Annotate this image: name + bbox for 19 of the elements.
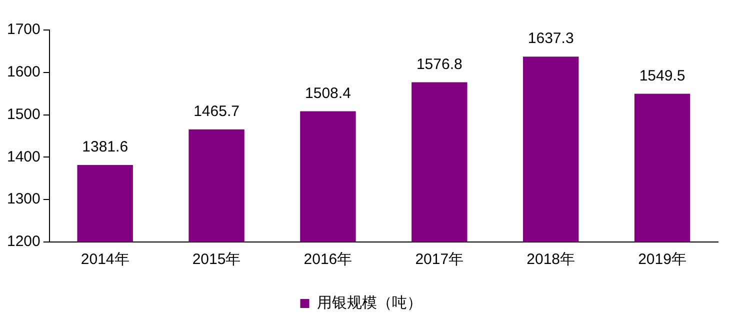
data-label: 1508.4 (305, 84, 351, 102)
x-tick-label: 2018年 (526, 251, 576, 268)
x-tick-label: 2014年 (80, 251, 130, 268)
x-tick-label: 2019年 (638, 251, 686, 268)
y-tick-label: 1700 (6, 21, 40, 38)
data-label: 1549.5 (639, 67, 686, 84)
data-label: 1637.3 (528, 30, 574, 48)
y-tick-label: 1400 (6, 148, 40, 166)
y-tick-label: 1600 (6, 64, 40, 81)
legend-label: 用银规模（吨） (316, 294, 422, 312)
data-label: 1576.8 (416, 56, 462, 73)
y-tick-label: 1500 (6, 106, 40, 123)
y-tick-label: 1200 (6, 233, 40, 250)
y-tick-label: 1300 (6, 190, 40, 208)
data-label: 1381.6 (82, 138, 128, 156)
x-tick-label: 2016年 (304, 251, 352, 268)
x-tick-label: 2015年 (192, 251, 241, 268)
x-tick-label: 2017年 (415, 251, 464, 268)
data-label: 1465.7 (194, 102, 240, 120)
